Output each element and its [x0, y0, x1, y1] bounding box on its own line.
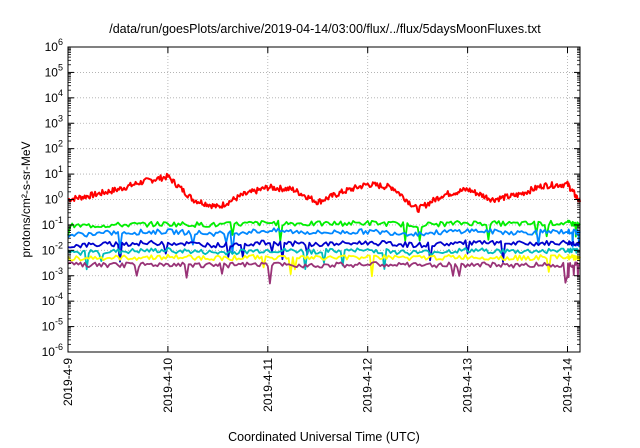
- y-tick-label: 10-2: [42, 240, 63, 257]
- grid-lines: [68, 47, 580, 352]
- y-tick-label: 106: [45, 37, 63, 54]
- y-tick-label: 103: [45, 113, 63, 130]
- chart-title: /data/run/goesPlots/archive/2019-04-14/0…: [109, 22, 541, 36]
- x-axis-label: Coordinated Universal Time (UTC): [228, 430, 420, 444]
- y-tick-label: 10-3: [42, 266, 63, 283]
- y-tick-label: 100: [45, 190, 63, 207]
- y-axis-label-group: protons/cm²-s-sr-MeV: [19, 141, 33, 257]
- series-line: [67, 261, 581, 285]
- y-axis: 10-6 10-5 10-4 10-3 10-2 10-1 100 101 102 103 104 1…: [42, 37, 580, 359]
- series-line: [67, 253, 581, 278]
- y-tick-label: 10-6: [42, 342, 63, 359]
- y-tick-label: 10-5: [42, 317, 63, 334]
- y-axis-label: protons/cm²-s-sr-MeV: [19, 141, 33, 257]
- y-tick-label: 102: [45, 139, 63, 156]
- y-tick-label: 10-1: [42, 215, 63, 232]
- x-tick-label: 2019-4-14: [561, 358, 575, 413]
- x-tick-label: 2019-4-9: [61, 358, 75, 406]
- series-layer: [67, 172, 581, 285]
- y-tick-label: 10-4: [42, 291, 63, 308]
- x-tick-label: 2019-4-11: [261, 358, 275, 412]
- x-axis: 2019-4-9 2019-4-10 2019-4-11 2019-4-12 2019-…: [61, 47, 575, 413]
- x-tick-label: 2019-4-13: [461, 358, 475, 413]
- x-tick-label: 2019-4-10: [161, 358, 175, 413]
- y-tick-label: 101: [45, 164, 63, 181]
- y-tick-label: 105: [45, 62, 63, 79]
- y-tick-label: 104: [45, 88, 63, 105]
- series-line: [67, 172, 581, 213]
- series-line: [67, 239, 581, 263]
- x-tick-label: 2019-4-12: [361, 358, 375, 413]
- series-line: [67, 227, 581, 254]
- series-line: [67, 219, 581, 242]
